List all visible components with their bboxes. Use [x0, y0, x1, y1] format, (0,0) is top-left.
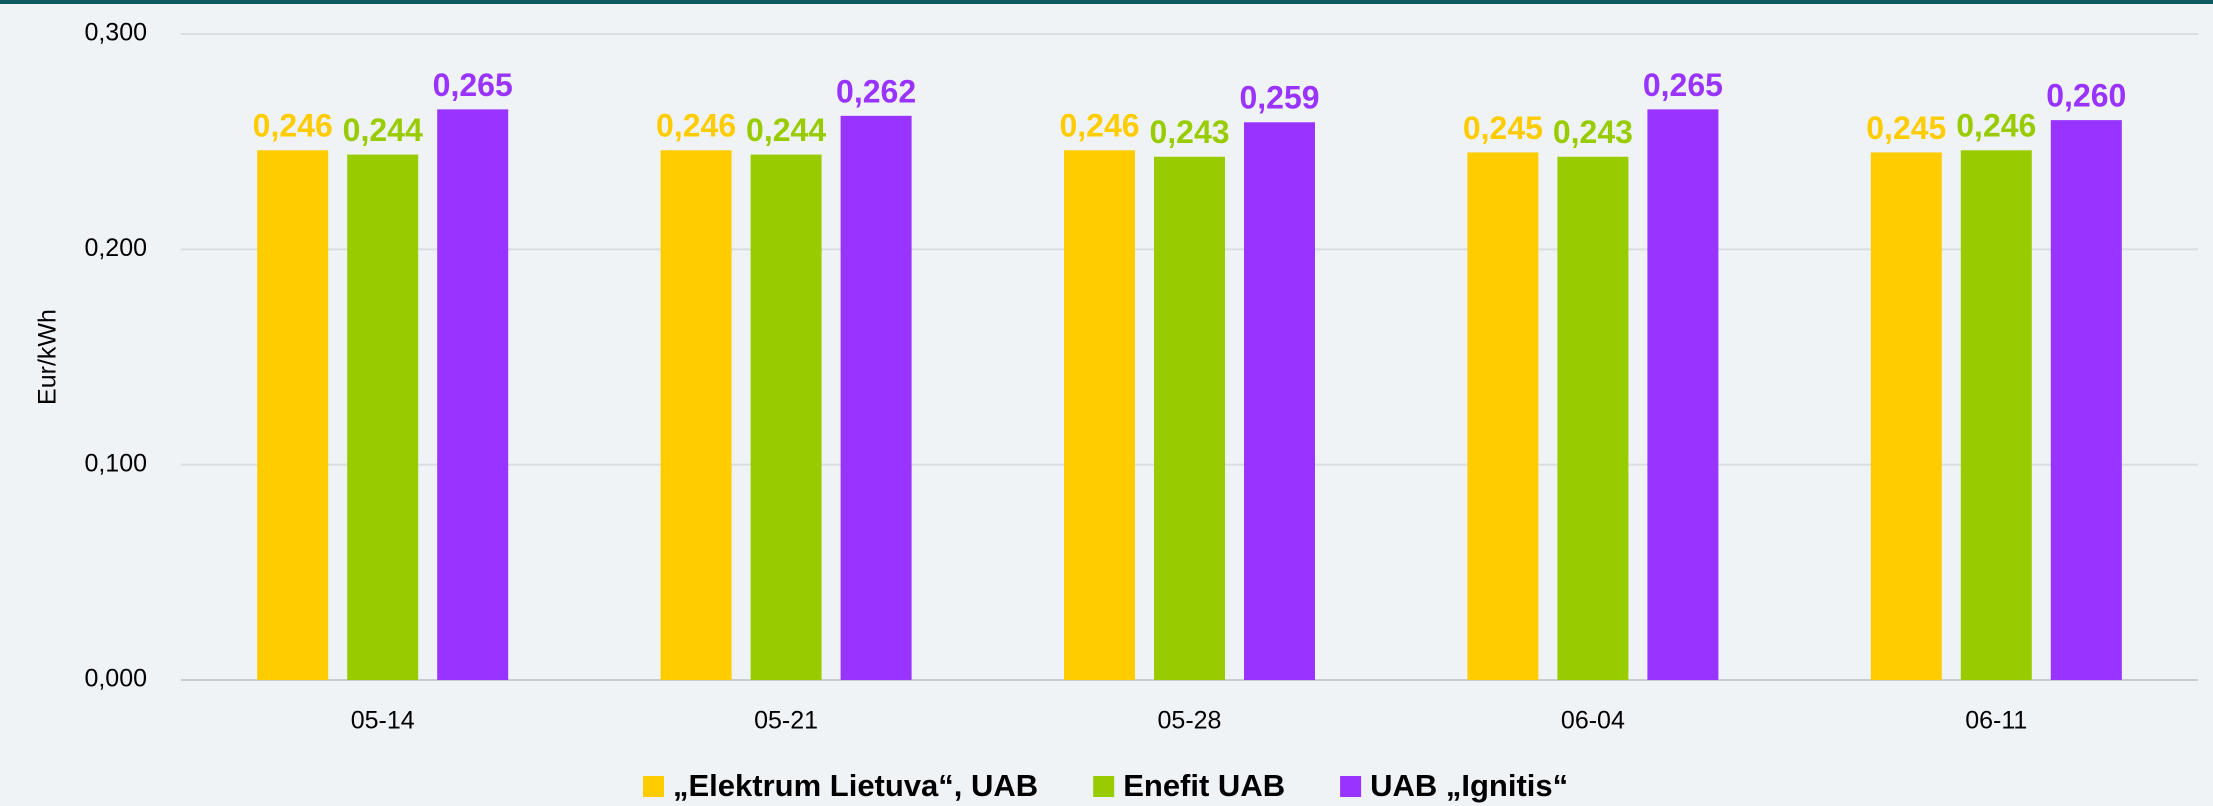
bar — [2050, 120, 2122, 681]
value-label: 0,243 — [1553, 114, 1633, 150]
value-label: 0,260 — [2046, 78, 2126, 114]
bar — [347, 154, 419, 680]
legend-label: „Elektrum Lietuva“, UAB — [673, 768, 1038, 803]
x-tick-label: 05-28 — [1158, 707, 1222, 735]
legend-swatch — [1340, 776, 1362, 797]
value-label: 0,265 — [433, 67, 513, 103]
legend-swatch — [643, 776, 664, 797]
bar — [437, 109, 509, 680]
y-tick-label: 0,300 — [84, 19, 147, 47]
value-label: 0,246 — [253, 108, 333, 144]
value-label: 0,243 — [1149, 114, 1229, 150]
bar — [840, 115, 912, 681]
bar — [1557, 156, 1629, 681]
y-tick-label: 0,100 — [84, 449, 147, 477]
legend-swatch — [1093, 776, 1115, 797]
value-label: 0,246 — [1059, 108, 1139, 144]
value-label: 0,244 — [343, 112, 423, 148]
y-tick-label: 0,000 — [84, 665, 147, 693]
value-label: 0,259 — [1239, 80, 1319, 116]
bar — [750, 154, 822, 680]
bar — [1154, 156, 1225, 681]
value-label: 0,245 — [1463, 110, 1543, 146]
x-tick-label: 06-04 — [1561, 707, 1625, 735]
bar — [1870, 152, 1942, 680]
value-label: 0,244 — [746, 112, 826, 148]
bar — [1960, 150, 2032, 680]
value-label: 0,262 — [836, 73, 916, 109]
y-tick-label: 0,200 — [84, 234, 147, 262]
legend-label: Enefit UAB — [1123, 768, 1285, 803]
value-label: 0,265 — [1643, 67, 1723, 103]
value-label: 0,246 — [1956, 108, 2036, 144]
value-label: 0,245 — [1866, 110, 1946, 146]
bar — [257, 150, 329, 680]
x-tick-label: 06-11 — [1965, 707, 2027, 735]
legend-label: UAB „Ignitis“ — [1370, 768, 1568, 803]
top-stripe — [0, 0, 2213, 4]
bar — [1064, 150, 1135, 680]
bar — [1467, 152, 1539, 680]
bar — [1244, 122, 1315, 680]
y-axis-label: Eur/kWh — [34, 309, 62, 405]
bar — [1647, 109, 1719, 680]
bar — [660, 150, 732, 680]
x-tick-label: 05-14 — [351, 707, 415, 735]
value-label: 0,246 — [656, 108, 736, 144]
x-tick-label: 05-21 — [754, 707, 818, 735]
